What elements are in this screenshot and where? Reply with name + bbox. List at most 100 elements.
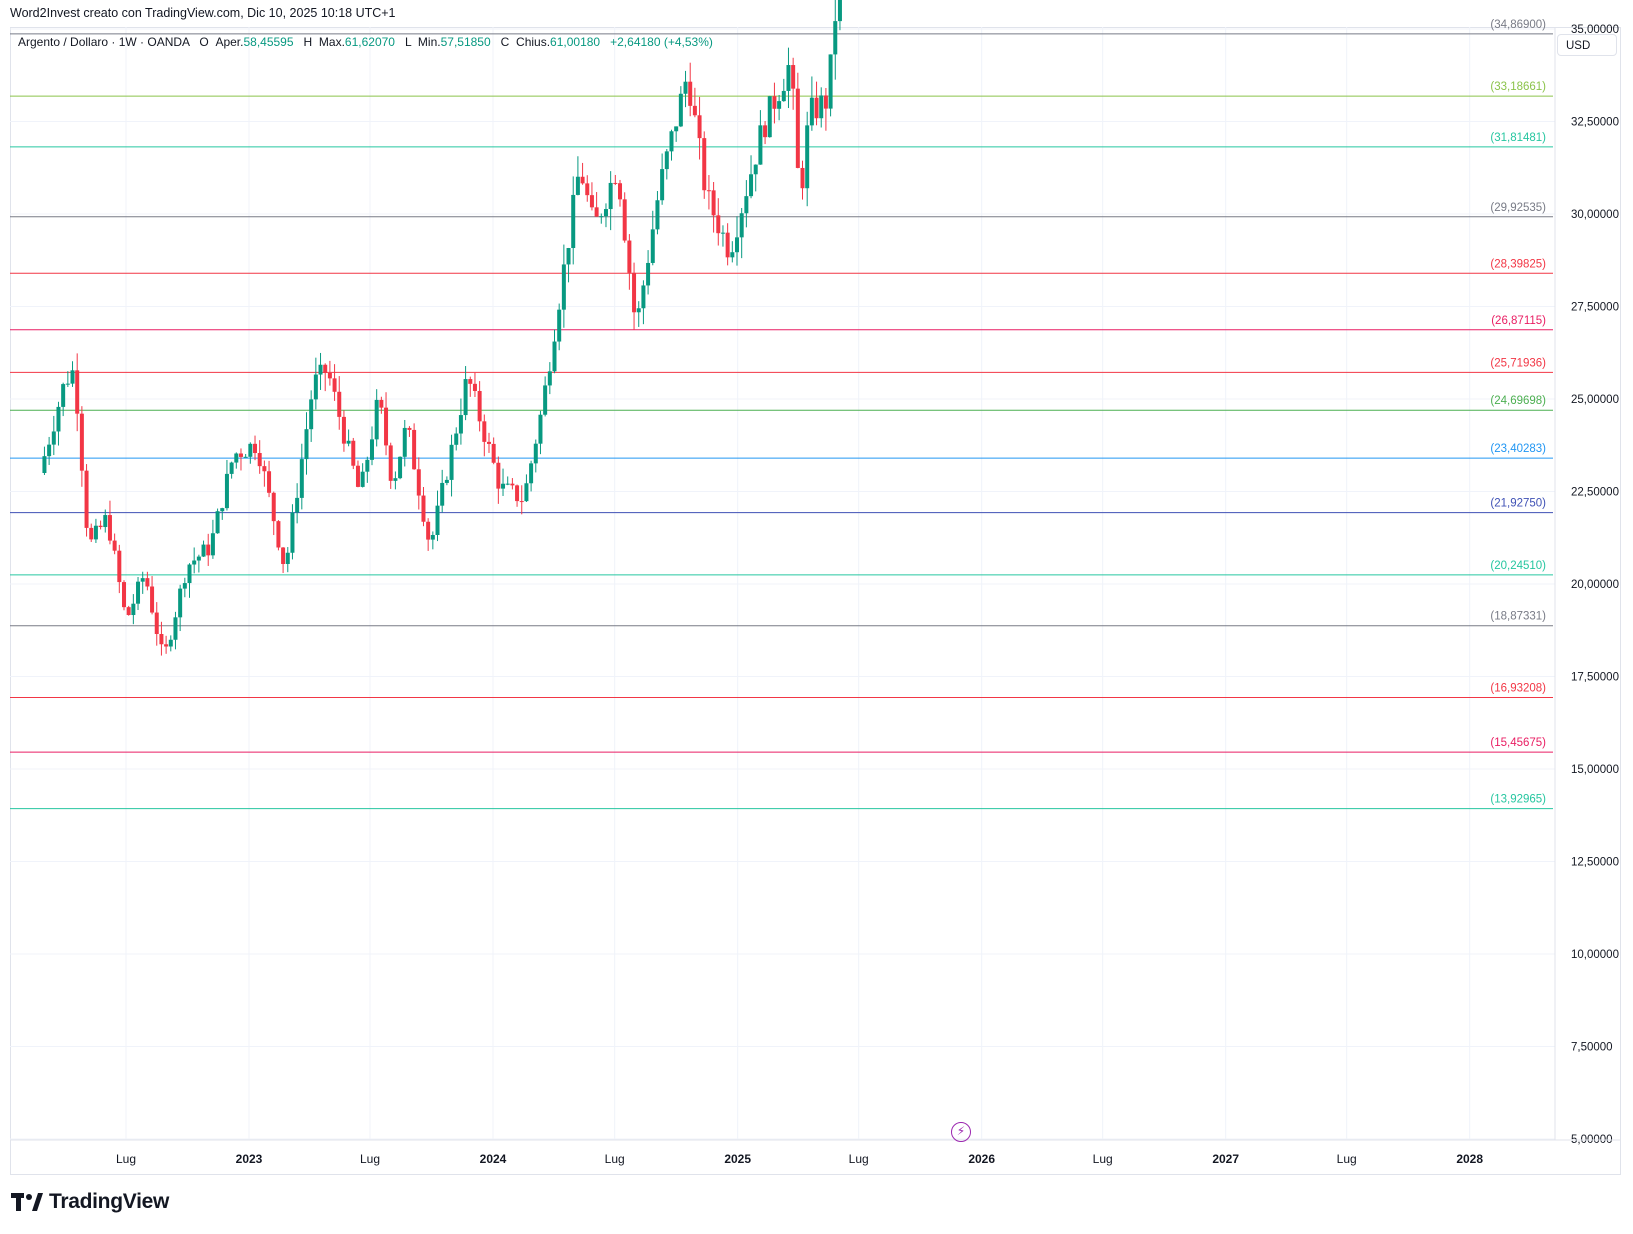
currency-button[interactable]: USD <box>1557 34 1617 56</box>
ohlc-legend: Argento / Dollaro · 1W · OANDA O Aper.58… <box>18 35 713 49</box>
candle <box>622 192 627 243</box>
tradingview-logo[interactable]: TradingView <box>11 1189 169 1215</box>
candle <box>192 547 197 574</box>
candle <box>468 376 473 397</box>
candle-body <box>117 550 122 583</box>
candle-body <box>416 469 421 496</box>
x-tick-label: 2027 <box>1212 1152 1239 1166</box>
candle-body <box>505 483 510 485</box>
candle <box>89 523 94 542</box>
candle-body <box>468 379 473 384</box>
candle-body <box>603 209 608 217</box>
candle-body <box>589 195 594 208</box>
candle-body <box>585 183 590 196</box>
candle-body <box>192 560 197 565</box>
candle-body <box>253 443 258 454</box>
candle <box>103 509 108 533</box>
candle-body <box>697 115 702 139</box>
candle-body <box>566 248 571 265</box>
candle-body <box>281 547 286 564</box>
candle <box>346 429 351 447</box>
candle <box>332 364 337 401</box>
candle <box>501 468 506 496</box>
candle-body <box>150 586 155 613</box>
x-tick-label: Lug <box>360 1152 380 1166</box>
change-value: +2,64180 (+4,53%) <box>610 35 713 49</box>
candle-body <box>805 125 810 189</box>
candle <box>758 110 763 165</box>
candle-body <box>145 578 150 587</box>
candle <box>238 448 243 471</box>
grid-lines <box>10 27 1555 1140</box>
candle-body <box>632 272 637 313</box>
x-tick-label: 2024 <box>480 1152 507 1166</box>
candle-body <box>98 525 103 528</box>
candle <box>674 126 679 142</box>
candle-body <box>613 182 618 184</box>
candle-body <box>355 465 360 487</box>
candle <box>669 129 674 161</box>
candle-body <box>674 126 679 132</box>
candle-body <box>388 445 393 481</box>
candle <box>632 262 637 330</box>
candle-body <box>646 262 651 286</box>
candle <box>243 453 248 458</box>
candle-body <box>327 372 332 379</box>
candle <box>234 452 239 469</box>
candle-body <box>365 459 370 472</box>
candle <box>702 131 707 199</box>
candle <box>229 461 234 479</box>
tradingview-logo-text: TradingView <box>49 1190 170 1213</box>
candle <box>295 483 300 524</box>
candle-body <box>730 252 735 258</box>
candle <box>178 584 183 632</box>
candle <box>571 176 576 265</box>
candle <box>524 474 529 503</box>
candle <box>360 463 365 488</box>
candle-body <box>786 65 791 91</box>
level-label: (23,40283) <box>1490 443 1546 455</box>
candle <box>440 469 445 513</box>
candle <box>538 410 543 455</box>
candle <box>561 244 566 328</box>
candle-body <box>594 207 599 217</box>
candle <box>206 533 211 566</box>
candle-body <box>552 341 557 372</box>
level-label: (13,92965) <box>1490 794 1546 806</box>
candle-body <box>720 232 725 234</box>
candle <box>355 460 360 488</box>
candle-body <box>444 479 449 483</box>
candle <box>739 207 744 259</box>
x-tick-label: 2023 <box>236 1152 263 1166</box>
low-prefix: Min. <box>417 35 441 49</box>
candle <box>121 580 126 611</box>
lightning-icon[interactable]: ⚡ <box>951 1122 971 1142</box>
candle <box>805 111 810 207</box>
close-label: C <box>500 35 510 49</box>
candle <box>510 478 515 490</box>
candle-body <box>173 617 178 640</box>
open-label: O <box>199 35 209 49</box>
candle <box>566 247 571 283</box>
candle-body <box>402 427 407 457</box>
candle <box>599 213 604 224</box>
symbol-label[interactable]: Argento / Dollaro · 1W · OANDA <box>18 35 190 49</box>
candle-body <box>664 151 669 170</box>
candle-body <box>533 443 538 464</box>
candle <box>809 76 814 131</box>
candle-body <box>126 607 131 616</box>
candle-body <box>75 370 80 414</box>
candle-body <box>229 462 234 474</box>
candle <box>271 491 276 536</box>
candle <box>543 376 548 417</box>
candle <box>720 225 725 247</box>
candle <box>800 160 805 200</box>
candle <box>379 396 384 414</box>
candle-body <box>407 427 412 430</box>
candle <box>655 191 660 235</box>
candle <box>819 87 824 128</box>
candle-body <box>515 485 520 502</box>
candle <box>683 70 688 108</box>
candle <box>781 78 786 102</box>
